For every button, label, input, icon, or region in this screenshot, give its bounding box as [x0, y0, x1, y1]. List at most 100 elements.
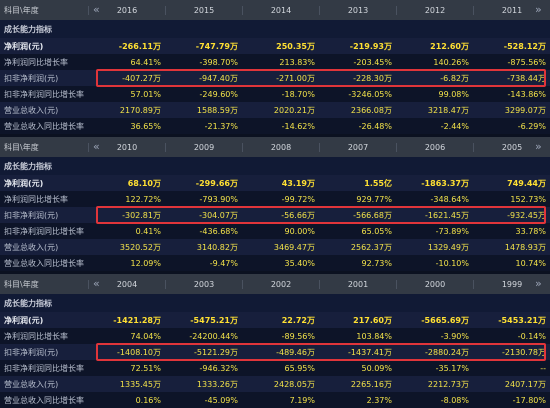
cell-value: -9.47% — [209, 258, 238, 268]
cell-value: 35.40% — [284, 258, 315, 268]
cell-value: -73.89% — [435, 226, 469, 236]
year-column-header[interactable]: 2011 — [473, 5, 550, 15]
year-column-header[interactable]: 1999 — [473, 279, 550, 289]
cell-value: -3.90% — [440, 331, 469, 341]
cell-value: 2428.05万 — [273, 379, 315, 389]
cell-value: -6.82万 — [440, 73, 469, 83]
cell-value: 1329.49万 — [427, 242, 469, 252]
cell-value: 64.41% — [130, 57, 161, 67]
table-row: 营业总收入同比增长率 12.09% -9.47% 35.40% 92.73% -10.10… — [0, 255, 550, 271]
cell-value: -5453.21万 — [498, 315, 546, 325]
row-label: 净利润(元) — [4, 178, 44, 188]
cell-value: 2366.08万 — [350, 105, 392, 115]
year-column-header[interactable]: 2000 — [396, 279, 473, 289]
cell-value: -528.12万 — [503, 41, 546, 51]
row-label: 净利润(元) — [4, 41, 44, 51]
cell-value: 65.95% — [284, 363, 315, 373]
row-label: 扣非净利润同比增长率 — [4, 226, 84, 236]
year-column-header[interactable]: 2010 — [88, 142, 165, 152]
cell-value: -89.56% — [281, 331, 315, 341]
year-column-header[interactable]: 2004 — [88, 279, 165, 289]
table-row: 净利润同比增长率 122.72% -793.90% -99.72% 929.77% -34… — [0, 191, 550, 207]
cell-value: -45.09% — [204, 395, 238, 405]
cell-value: 12.09% — [130, 258, 161, 268]
row-label: 扣非净利润同比增长率 — [4, 363, 84, 373]
year-column-header[interactable]: 2001 — [319, 279, 396, 289]
cell-value: -1437.41万 — [348, 347, 392, 357]
cell-value: -2880.24万 — [425, 347, 469, 357]
table-panel-1: 科目\年度 2016 2015 2014 2013 2012 2011 « » 成长能力指标 净利润… — [0, 0, 550, 134]
table-row: 营业总收入(元) 1335.45万 1333.26万 2428.05万 2265.16万… — [0, 376, 550, 392]
row-label: 净利润同比增长率 — [4, 57, 68, 67]
cell-value: 90.00% — [284, 226, 315, 236]
year-column-header[interactable]: 2002 — [242, 279, 319, 289]
cell-value: 0.41% — [135, 226, 161, 236]
row-label: 营业总收入(元) — [4, 379, 59, 389]
cell-value: -143.86% — [507, 89, 546, 99]
table-row: 净利润(元) -266.11万 -747.79万 250.35万 -219.93万 212… — [0, 38, 550, 54]
cell-value: -946.32% — [199, 363, 238, 373]
section-title: 成长能力指标 — [4, 298, 52, 308]
cell-value: 3218.47万 — [427, 105, 469, 115]
cell-value: -1863.37万 — [421, 178, 469, 188]
cell-value: -875.56% — [507, 57, 546, 67]
cell-value: 2265.16万 — [350, 379, 392, 389]
table-row: 扣非净利润同比增长率 0.41% -436.68% 90.00% 65.05% -73.8… — [0, 223, 550, 239]
year-column-header[interactable]: 2015 — [165, 5, 242, 15]
cell-value: 103.84% — [356, 331, 392, 341]
cell-value: -398.70% — [199, 57, 238, 67]
year-column-header[interactable]: 2006 — [396, 142, 473, 152]
cell-value: 2407.17万 — [504, 379, 546, 389]
cell-value: -407.27万 — [122, 73, 161, 83]
cell-value: 92.73% — [361, 258, 392, 268]
cell-value: 122.72% — [125, 194, 161, 204]
cell-value: -6.29% — [517, 121, 546, 131]
cell-value: 43.19万 — [281, 178, 315, 188]
cell-value: 2170.89万 — [119, 105, 161, 115]
cell-value: 217.60万 — [353, 315, 392, 325]
year-column-header[interactable]: 2014 — [242, 5, 319, 15]
next-years-button[interactable]: » — [535, 3, 542, 16]
table-row: 净利润同比增长率 74.04% -24200.44% -89.56% 103.84% -3… — [0, 328, 550, 344]
year-column-header[interactable]: 2003 — [165, 279, 242, 289]
year-column-header[interactable]: 2012 — [396, 5, 473, 15]
year-column-header[interactable]: 2007 — [319, 142, 396, 152]
cell-value: 3520.52万 — [119, 242, 161, 252]
table-panel-2: 科目\年度 2010 2009 2008 2007 2006 2005 « » 成长能力指标 净利润… — [0, 137, 550, 271]
cell-value: 929.77% — [356, 194, 392, 204]
table-row: 扣非净利润(元) -302.81万 -304.07万 -56.66万 -566.68万 -… — [0, 207, 550, 223]
cell-value: -932.45万 — [507, 210, 546, 220]
prev-years-button[interactable]: « — [93, 3, 100, 16]
cell-value: -566.68万 — [353, 210, 392, 220]
cell-value: 99.08% — [438, 89, 469, 99]
cell-value: -26.48% — [358, 121, 392, 131]
cell-value: 1335.45万 — [119, 379, 161, 389]
next-years-button[interactable]: » — [535, 277, 542, 290]
cell-value: -24200.44% — [189, 331, 238, 341]
cell-value: 3469.47万 — [273, 242, 315, 252]
cell-value: 33.78% — [515, 226, 546, 236]
cell-value: 22.72万 — [281, 315, 315, 325]
cell-value: 74.04% — [130, 331, 161, 341]
prev-years-button[interactable]: « — [93, 140, 100, 153]
next-years-button[interactable]: » — [535, 140, 542, 153]
section-title-row: 成长能力指标 — [0, 294, 550, 312]
year-column-header[interactable]: 2005 — [473, 142, 550, 152]
year-column-header[interactable]: 2009 — [165, 142, 242, 152]
prev-years-button[interactable]: « — [93, 277, 100, 290]
cell-value: 36.65% — [130, 121, 161, 131]
row-label: 营业总收入(元) — [4, 105, 59, 115]
cell-value: 2562.37万 — [350, 242, 392, 252]
year-column-header[interactable]: 2016 — [88, 5, 165, 15]
section-title-row: 成长能力指标 — [0, 157, 550, 175]
cell-value: -- — [540, 363, 546, 373]
year-column-header[interactable]: 2013 — [319, 5, 396, 15]
cell-value: -8.08% — [440, 395, 469, 405]
cell-value: -1421.28万 — [113, 315, 161, 325]
cell-value: -436.68% — [199, 226, 238, 236]
cell-value: -738.44万 — [507, 73, 546, 83]
cell-value: 2020.21万 — [273, 105, 315, 115]
year-column-header[interactable]: 2008 — [242, 142, 319, 152]
table-panel-3: 科目\年度 2004 2003 2002 2001 2000 1999 « » 成长能力指标 净利润… — [0, 274, 550, 408]
row-label: 净利润同比增长率 — [4, 194, 68, 204]
